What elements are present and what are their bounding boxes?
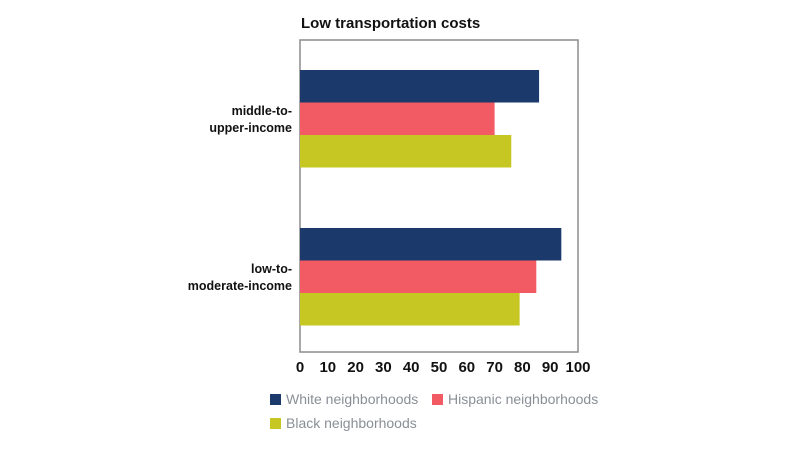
x-tick-label: 30 <box>375 359 392 376</box>
x-tick-label: 40 <box>403 359 420 376</box>
x-tick-label: 60 <box>458 359 475 376</box>
bars-group <box>300 70 562 326</box>
category-label: middle-to-upper-income <box>209 104 292 135</box>
legend-label: Black neighborhoods <box>286 415 417 431</box>
x-tick-label: 100 <box>565 359 590 376</box>
bar-middle-upper-hispanic <box>300 102 495 135</box>
legend-swatch <box>270 418 281 429</box>
x-tick-label: 80 <box>514 359 531 376</box>
bar-low-moderate-hispanic <box>300 260 537 293</box>
category-label: low-to-moderate-income <box>188 262 292 293</box>
bar-middle-upper-black <box>300 135 512 168</box>
bar-low-moderate-white <box>300 228 562 261</box>
bar-middle-upper-white <box>300 70 540 103</box>
x-tick-label: 0 <box>296 359 304 376</box>
legend: White neighborhoods Hispanic neighborhood… <box>270 391 598 431</box>
x-axis-ticks: 0 10 20 30 40 50 60 70 80 90 100 <box>296 359 591 376</box>
bar-low-moderate-black <box>300 293 520 326</box>
x-tick-label: 20 <box>347 359 364 376</box>
x-tick-label: 10 <box>319 359 336 376</box>
x-tick-label: 50 <box>431 359 448 376</box>
plot-frame <box>299 39 579 353</box>
legend-swatch <box>432 394 443 405</box>
x-tick-label: 70 <box>486 359 503 376</box>
legend-swatch <box>270 394 281 405</box>
x-tick-label: 90 <box>542 359 559 376</box>
legend-label: White neighborhoods <box>286 391 418 407</box>
legend-label: Hispanic neighborhoods <box>448 391 598 407</box>
category-labels: middle-to-upper-income low-to-moderate-in… <box>188 104 292 293</box>
chart-title: Low transportation costs <box>301 15 480 32</box>
